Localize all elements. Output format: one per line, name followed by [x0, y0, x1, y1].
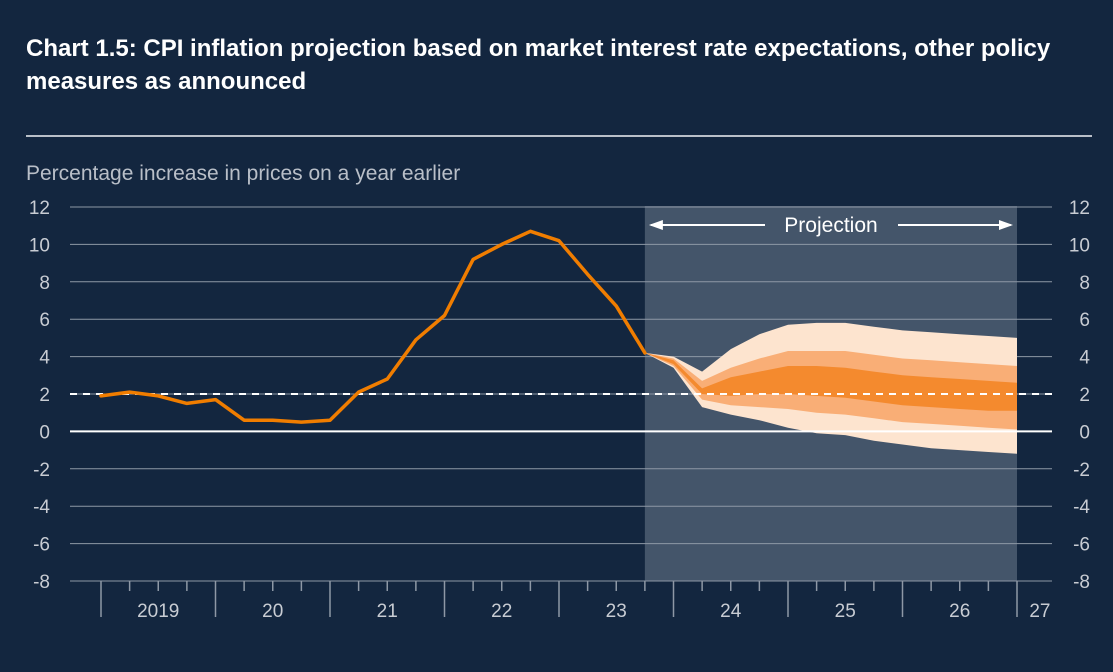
- y-axis-label: Percentage increase in prices on a year …: [26, 162, 461, 185]
- x-tick-label: 25: [835, 601, 856, 622]
- y-tick-label-left: -2: [33, 460, 50, 481]
- y-tick-label-left: 2: [39, 385, 50, 406]
- y-tick-label-right: 6: [1079, 310, 1090, 331]
- y-tick-label-left: -6: [33, 535, 50, 556]
- cpi-line: [99, 229, 647, 424]
- y-tick-label-right: -8: [1073, 572, 1090, 593]
- y-tick-label-left: 8: [39, 273, 50, 294]
- x-tick-label: 27: [1029, 601, 1050, 622]
- y-tick-label-left: -4: [33, 497, 50, 518]
- x-tick-label: 21: [377, 601, 398, 622]
- arrowhead-right: [999, 220, 1013, 230]
- chart-title: Chart 1.5: CPI inflation projection base…: [26, 35, 1051, 95]
- x-tick-label: 20: [262, 601, 283, 622]
- x-tick-label: 22: [491, 601, 512, 622]
- y-tick-label-left: 4: [39, 348, 50, 369]
- y-tick-label-right: 12: [1069, 198, 1090, 219]
- arrowhead-left: [648, 220, 663, 230]
- x-tick-label: 2019: [137, 601, 179, 622]
- y-tick-label-left: 10: [29, 235, 50, 256]
- y-tick-label-right: 2: [1079, 385, 1090, 406]
- x-tick-label: 26: [949, 601, 970, 622]
- y-tick-label-right: 0: [1079, 422, 1090, 443]
- y-tick-label-right: -2: [1073, 460, 1090, 481]
- y-tick-label-left: -8: [33, 572, 50, 593]
- y-tick-label-right: 10: [1069, 235, 1090, 256]
- x-tick-label: 24: [720, 601, 742, 622]
- y-tick-label-right: 8: [1079, 273, 1090, 294]
- projection-label: Projection: [784, 214, 877, 237]
- y-tick-label-left: 6: [39, 310, 50, 331]
- y-tick-label-left: 12: [29, 198, 50, 219]
- y-tick-label-right: -4: [1073, 497, 1090, 518]
- y-tick-label-left: 0: [39, 422, 50, 443]
- x-tick-label: 23: [606, 601, 627, 622]
- title-divider: [26, 135, 1092, 137]
- y-tick-label-right: 4: [1079, 348, 1090, 369]
- y-tick-label-right: -6: [1073, 535, 1090, 556]
- fan-band-3: [644, 352, 1017, 411]
